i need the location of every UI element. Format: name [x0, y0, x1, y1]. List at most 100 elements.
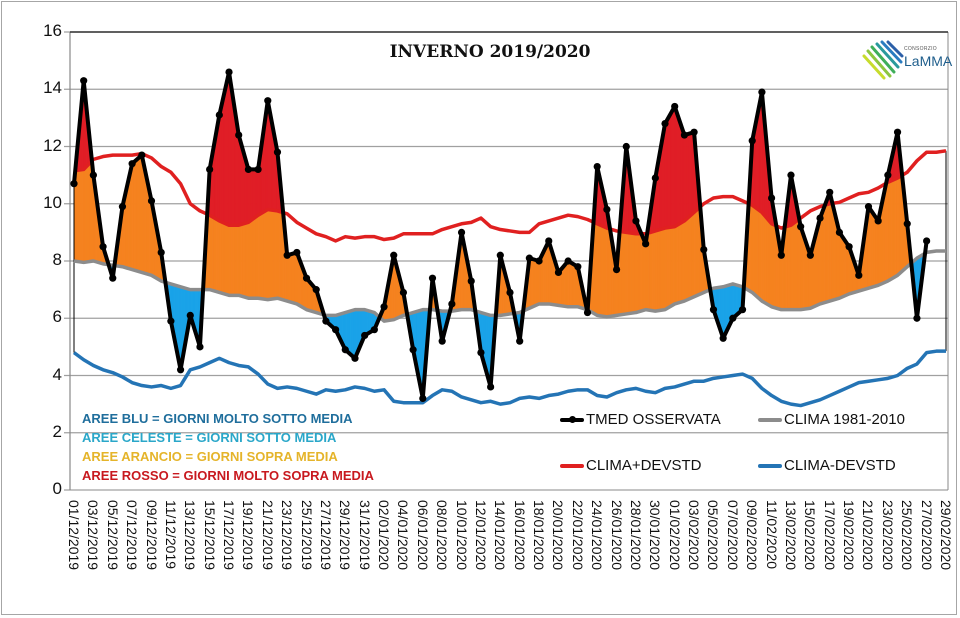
tmed-point: [884, 171, 892, 179]
legend-swatch-tmed: [560, 415, 584, 423]
x-tick-label: 11/12/2019: [162, 500, 179, 570]
tmed-point: [312, 286, 320, 294]
tmed-point: [409, 346, 417, 354]
legend-swatch-clima-minus: [758, 463, 782, 468]
x-tick-label: 21/02/2020: [860, 500, 877, 571]
tmed-point: [477, 349, 485, 357]
tmed-point: [496, 251, 504, 259]
y-tick-label: 12: [43, 135, 62, 155]
tmed-point: [893, 128, 902, 136]
x-tick-label: 15/02/2020: [802, 500, 819, 571]
tmed-point: [797, 223, 805, 231]
tmed-point: [167, 317, 175, 325]
tmed-point: [923, 237, 931, 245]
tmed-point: [816, 214, 824, 222]
x-tick-label: 24/01/2020: [589, 500, 606, 571]
tmed-point: [109, 274, 117, 282]
x-tick-label: 07/12/2019: [124, 500, 141, 571]
note-rosso: AREE ROSSO = GIORNI MOLTO SOPRA MEDIA: [82, 468, 374, 483]
tmed-point: [283, 251, 291, 259]
tmed-point: [525, 254, 533, 262]
x-tick-label: 03/12/2019: [85, 500, 102, 571]
x-tick-label: 15/12/2019: [201, 500, 218, 571]
tmed-point: [196, 343, 204, 351]
tmed-point: [690, 128, 698, 136]
x-tick-label: 12/01/2020: [472, 500, 489, 571]
tmed-point: [903, 220, 911, 228]
x-tick-label: 03/02/2020: [686, 500, 703, 571]
x-tick-label: 28/01/2020: [627, 500, 644, 571]
tmed-point: [438, 337, 446, 345]
tmed-point: [545, 237, 553, 245]
x-tick-label: 17/02/2020: [821, 500, 838, 571]
tmed-point: [487, 383, 495, 391]
x-tick-label: 26/01/2020: [608, 500, 625, 571]
tmed-point: [302, 274, 311, 282]
tmed-point: [244, 165, 252, 173]
series-line-clima: [73, 249, 946, 323]
tmed-point: [806, 251, 814, 259]
tmed-point: [913, 314, 921, 322]
x-tick-label: 20/01/2020: [550, 500, 567, 571]
tmed-point: [651, 174, 659, 182]
tmed-point: [370, 326, 378, 334]
tmed-point: [612, 265, 621, 274]
x-tick-label: 19/02/2020: [841, 500, 858, 571]
tmed-point: [293, 248, 301, 257]
tmed-point: [361, 331, 369, 340]
tmed-point: [225, 68, 233, 76]
tmed-point: [147, 197, 156, 205]
tmed-point: [351, 354, 359, 362]
x-tick-label: 16/01/2020: [511, 500, 528, 571]
x-tick-label: 02/01/2020: [376, 500, 393, 571]
tmed-point: [390, 251, 398, 259]
tmed-point: [826, 188, 834, 196]
tmed-point: [680, 131, 689, 139]
tmed-point: [264, 97, 272, 105]
tmed-point: [622, 142, 630, 151]
x-tick-label: 05/02/2020: [705, 500, 722, 571]
tmed-point: [399, 288, 408, 297]
x-tick-label: 01/12/2019: [66, 500, 82, 571]
x-tick-label: 31/12/2019: [356, 500, 373, 571]
tmed-point: [729, 314, 737, 322]
tmed-point: [128, 160, 136, 168]
x-tick-label: 14/01/2020: [492, 500, 509, 571]
x-tick-label: 09/12/2019: [143, 500, 160, 571]
x-tick-label: 06/01/2020: [414, 500, 431, 571]
tmed-point: [215, 111, 223, 119]
tmed-point: [777, 251, 785, 259]
tmed-point: [99, 243, 107, 251]
tmed-point: [118, 203, 127, 211]
x-tick-label: 29/12/2019: [337, 500, 354, 571]
lamma-logo: CONSORZIO LaMMA: [860, 38, 952, 82]
x-tick-label: 11/02/2020: [763, 500, 780, 570]
tmed-point: [709, 306, 718, 314]
x-tick-label: 21/12/2019: [259, 500, 276, 571]
tmed-point: [855, 271, 863, 279]
tmed-point: [758, 88, 766, 96]
x-tick-label: 09/02/2020: [744, 500, 761, 571]
tmed-point: [380, 303, 388, 311]
tmed-point: [70, 180, 78, 188]
tmed-point: [419, 394, 427, 402]
tmed-point: [80, 77, 88, 85]
tmed-point: [206, 165, 214, 173]
tmed-point: [448, 300, 456, 308]
tmed-point: [554, 268, 563, 277]
legend-label-tmed: TMED OSSERVATA: [586, 411, 721, 428]
tmed-point: [603, 205, 611, 214]
tmed-point: [564, 257, 572, 265]
legend-item-clima: CLIMA 1981-2010: [758, 411, 905, 428]
tmed-point: [273, 148, 282, 156]
tmed-point: [583, 308, 592, 317]
y-tick-label: 6: [52, 307, 62, 327]
tmed-point: [632, 217, 640, 225]
y-tick-label: 4: [52, 364, 62, 384]
tmed-point: [176, 366, 185, 374]
tmed-point: [700, 245, 708, 254]
x-tick-label: 01/02/2020: [666, 500, 683, 571]
tmed-point: [593, 162, 601, 171]
